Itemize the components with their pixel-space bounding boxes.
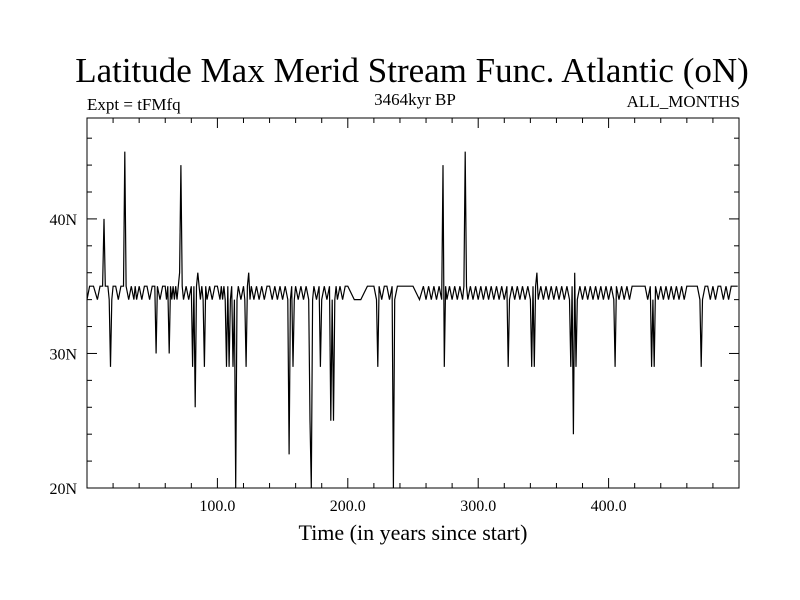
experiment-label: Expt = tFMfq xyxy=(87,95,181,114)
series-line xyxy=(86,151,738,489)
axis-tick-labels: 100.0 200.0 300.0 400.0 20N 30N 40N xyxy=(49,212,626,515)
x-axis-label: Time (in years since start) xyxy=(299,520,528,545)
x-tick-label: 200.0 xyxy=(330,498,366,515)
axis-ticks xyxy=(87,118,739,488)
period-label: 3464kyr BP xyxy=(374,90,456,109)
plot-frame xyxy=(86,117,740,489)
x-tick-label: 100.0 xyxy=(199,498,235,515)
y-tick-label: 40N xyxy=(49,212,77,229)
y-tick-label: 30N xyxy=(49,346,77,363)
x-tick-label: 400.0 xyxy=(591,498,627,515)
x-tick-label: 300.0 xyxy=(460,498,496,515)
months-label: ALL_MONTHS xyxy=(627,92,740,111)
chart-title: Latitude Max Merid Stream Func. Atlantic… xyxy=(75,51,749,90)
y-tick-label: 20N xyxy=(49,481,77,498)
